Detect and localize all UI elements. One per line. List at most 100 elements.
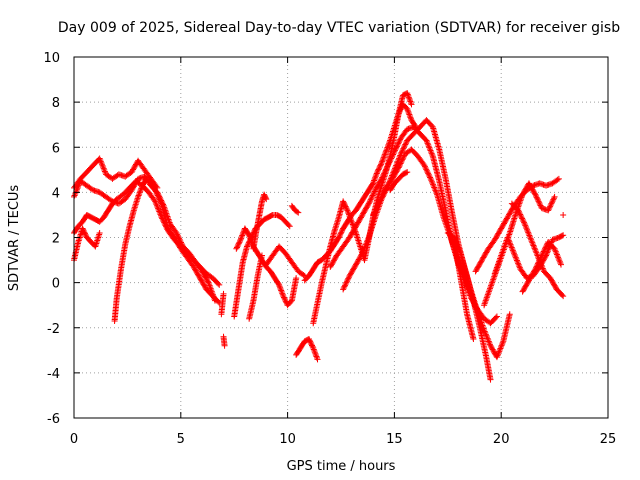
data-point xyxy=(400,155,407,162)
data-point xyxy=(404,107,411,114)
data-point xyxy=(506,238,513,245)
data-point xyxy=(155,207,162,214)
data-point xyxy=(275,280,282,287)
data-point xyxy=(359,248,366,255)
data-point xyxy=(517,212,524,219)
data-point xyxy=(534,260,541,267)
data-point xyxy=(216,281,223,288)
data-point xyxy=(310,346,317,353)
data-point xyxy=(526,232,533,239)
data-point xyxy=(343,206,350,213)
data-point xyxy=(156,196,163,203)
data-point xyxy=(493,354,500,361)
data-point xyxy=(428,148,435,155)
data-point xyxy=(501,219,508,226)
data-point xyxy=(380,171,387,178)
data-point xyxy=(371,188,378,195)
data-point xyxy=(370,210,377,217)
data-point xyxy=(518,214,525,221)
data-point xyxy=(550,280,557,287)
data-point xyxy=(473,265,480,272)
data-point xyxy=(357,214,364,221)
data-point xyxy=(538,253,545,260)
data-point xyxy=(478,257,485,264)
data-point xyxy=(389,152,396,159)
data-point xyxy=(383,165,390,172)
data-point xyxy=(239,232,246,239)
data-point xyxy=(515,261,522,268)
data-point xyxy=(521,220,528,227)
data-point xyxy=(365,235,372,242)
data-point xyxy=(346,213,353,220)
data-point xyxy=(528,236,535,243)
data-point xyxy=(150,184,157,191)
data-point xyxy=(530,187,537,194)
data-point xyxy=(499,341,506,348)
data-point xyxy=(389,175,396,182)
data-point xyxy=(262,195,269,202)
data-point xyxy=(137,188,144,195)
data-point xyxy=(346,272,353,279)
data-point xyxy=(157,197,164,204)
data-point xyxy=(152,188,159,195)
data-point xyxy=(79,225,86,232)
data-point xyxy=(350,266,357,273)
data-point xyxy=(536,201,543,208)
data-point xyxy=(286,223,293,230)
data-point xyxy=(374,183,381,190)
data-point xyxy=(348,269,355,276)
series-arc-28 xyxy=(519,239,565,295)
data-point xyxy=(327,263,334,270)
data-point xyxy=(300,271,307,278)
data-point xyxy=(481,327,488,334)
data-point xyxy=(305,336,312,343)
data-point xyxy=(548,277,555,284)
data-point xyxy=(100,164,107,171)
data-point xyxy=(527,274,534,281)
data-point xyxy=(499,222,506,229)
data-point xyxy=(337,230,344,237)
data-point xyxy=(403,169,410,176)
data-point xyxy=(310,345,317,352)
data-point xyxy=(481,328,488,335)
data-point xyxy=(378,160,385,167)
x-tick-label: 5 xyxy=(177,432,185,447)
data-point xyxy=(388,154,395,161)
data-point xyxy=(503,216,510,223)
data-point xyxy=(404,90,411,97)
data-point xyxy=(550,195,557,202)
data-point xyxy=(153,202,160,209)
data-point xyxy=(485,337,492,344)
data-point xyxy=(513,257,520,264)
data-point xyxy=(295,209,302,216)
data-point xyxy=(395,164,402,171)
data-point xyxy=(508,244,515,251)
data-point xyxy=(174,240,181,247)
data-point xyxy=(476,260,483,267)
data-point xyxy=(360,210,367,217)
data-point xyxy=(534,262,541,269)
data-point xyxy=(521,187,528,194)
data-point xyxy=(386,158,393,165)
data-point xyxy=(523,225,530,232)
data-point xyxy=(401,144,408,151)
data-point xyxy=(523,281,530,288)
data-point xyxy=(236,238,243,245)
data-point xyxy=(406,97,413,104)
series-arc-4 xyxy=(71,155,161,191)
data-point xyxy=(369,192,376,199)
data-point xyxy=(377,195,384,202)
data-point xyxy=(425,171,432,178)
data-point xyxy=(428,177,435,184)
data-point xyxy=(364,203,371,210)
data-point xyxy=(149,182,156,189)
data-point xyxy=(146,177,153,184)
data-point xyxy=(498,344,505,351)
data-point xyxy=(424,140,431,147)
data-point xyxy=(80,226,87,233)
data-point xyxy=(554,252,561,259)
data-point xyxy=(355,257,362,264)
data-point xyxy=(396,163,403,170)
data-point xyxy=(481,252,488,259)
data-point xyxy=(407,98,414,105)
